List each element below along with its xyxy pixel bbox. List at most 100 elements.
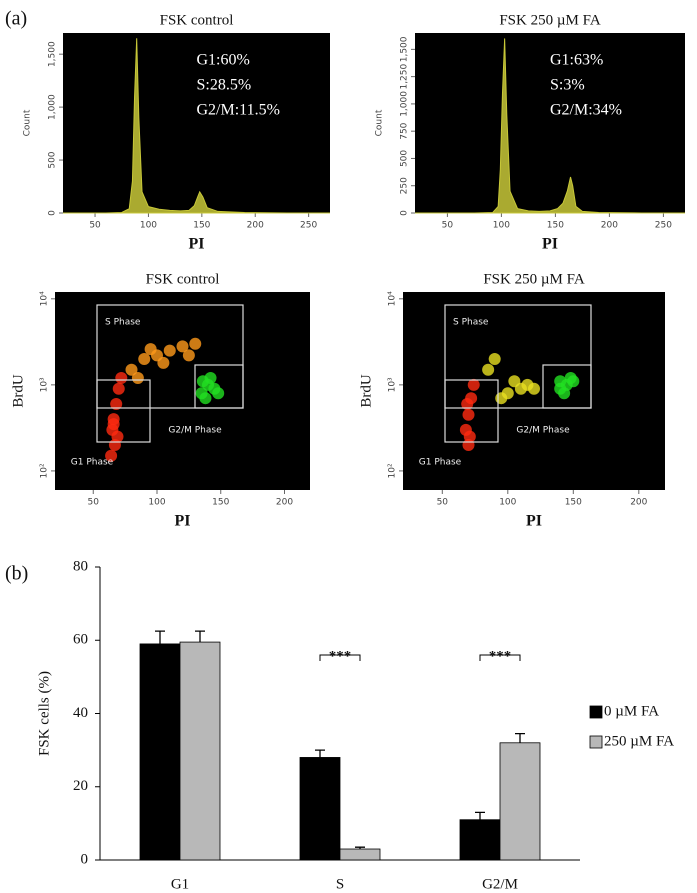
y-tick-label: 0: [48, 210, 58, 216]
y-tick-label: 10⁴: [388, 291, 398, 306]
x-tick-label: 50: [89, 221, 101, 231]
y-tick-label: 250: [400, 177, 410, 194]
gate: [542, 364, 592, 409]
cell-point: [189, 337, 202, 350]
gate-label: S Phase: [453, 318, 489, 328]
error-bar: [515, 732, 525, 743]
error-bar: [475, 811, 485, 820]
plot-background: [415, 33, 685, 213]
plot-background: [63, 33, 330, 213]
cell-point: [199, 392, 212, 405]
gate-label: G2/M Phase: [516, 426, 570, 436]
cell-point: [528, 382, 540, 395]
annotation: G1:63%: [550, 52, 603, 69]
y-tick-label: 80: [73, 558, 88, 574]
y-tick-label: 10⁴: [40, 291, 50, 306]
cell-point: [110, 397, 123, 410]
y-tick-label: 500: [400, 150, 410, 167]
y-axis-label: Count: [23, 109, 33, 136]
chart-title: FSK 250 µM FA: [499, 12, 600, 28]
x-tick-label: 200: [601, 221, 618, 231]
cell-point: [564, 372, 577, 385]
x-axis-label: PI: [542, 236, 558, 253]
x-tick-label: 50: [437, 498, 449, 508]
gate-label: S Phase: [105, 318, 141, 328]
annotation: S:3%: [550, 77, 585, 94]
x-tick-label: G2/M: [482, 876, 518, 892]
y-tick-label: 10²: [40, 463, 50, 478]
legend-label: 250 µM FA: [604, 733, 674, 749]
legend-label: 0 µM FA: [604, 703, 659, 719]
x-tick-label: 100: [493, 221, 510, 231]
panel-label: (a): [5, 8, 27, 30]
gate: [96, 304, 244, 409]
y-tick-label: 1,000: [48, 94, 58, 120]
gate: [444, 379, 499, 443]
x-tick-label: 150: [212, 498, 229, 508]
y-tick-label: 10²: [388, 463, 398, 478]
annotation: G2/M:11.5%: [197, 102, 280, 119]
cell-point: [131, 372, 144, 385]
cell-point: [182, 349, 195, 362]
cell-point: [111, 430, 124, 443]
chart-title: FSK control: [146, 271, 220, 287]
cell-point: [461, 397, 474, 410]
x-tick-label: 250: [300, 221, 317, 231]
y-tick-label: 1,000: [400, 91, 410, 117]
cell-point: [501, 387, 514, 400]
y-axis-label: BrdU: [358, 374, 374, 408]
cell-point: [196, 375, 209, 388]
gate: [194, 364, 244, 409]
cell-point: [157, 356, 170, 369]
cell-point: [115, 372, 128, 385]
x-tick-label: 200: [247, 221, 264, 231]
y-axis-label: FSK cells (%): [36, 671, 52, 756]
cell-point: [112, 382, 125, 395]
x-tick-label: 100: [499, 498, 516, 508]
bar: [179, 641, 221, 861]
cell-point: [138, 352, 151, 365]
y-tick-label: 1,250: [400, 63, 410, 89]
x-tick-label: 150: [565, 498, 582, 508]
histogram-area: [415, 38, 685, 214]
cell-point: [107, 418, 120, 431]
x-tick-label: 100: [140, 221, 157, 231]
x-tick-label: 50: [88, 498, 100, 508]
histogram-area: [63, 38, 330, 214]
y-tick-label: 10³: [388, 377, 398, 392]
annotation: S:28.5%: [197, 77, 252, 94]
error-bar: [155, 630, 165, 644]
cell-point: [467, 378, 480, 391]
x-tick-label: 150: [193, 221, 210, 231]
cell-point: [125, 363, 138, 376]
cell-point: [212, 387, 225, 400]
significance-bracket: [479, 654, 521, 661]
cell-point: [463, 430, 476, 443]
cell-point: [482, 363, 495, 376]
gate: [96, 379, 151, 443]
significance-label: ***: [329, 648, 352, 664]
gate-label: G2/M Phase: [168, 426, 222, 436]
chart-title: FSK control: [160, 12, 234, 28]
error-bar: [355, 846, 365, 850]
bar: [299, 757, 341, 861]
cell-point: [105, 449, 118, 462]
significance-bracket: [319, 654, 361, 661]
x-tick-label: G1: [171, 876, 189, 892]
cell-point: [144, 343, 157, 356]
x-axis-label: PI: [175, 513, 191, 530]
y-tick-label: 1,500: [400, 36, 410, 62]
y-tick-label: 20: [73, 778, 88, 794]
cell-point: [488, 352, 501, 365]
panel-label: (b): [5, 563, 28, 585]
y-tick-label: 500: [48, 151, 58, 168]
cell-point: [554, 375, 567, 388]
x-tick-label: 100: [148, 498, 165, 508]
y-tick-label: 0: [81, 851, 89, 867]
y-axis-label: BrdU: [10, 374, 26, 408]
x-axis-label: PI: [189, 236, 205, 253]
error-bar: [315, 749, 325, 758]
x-tick-label: S: [336, 876, 344, 892]
chart-title: FSK 250 µM FA: [483, 271, 584, 287]
